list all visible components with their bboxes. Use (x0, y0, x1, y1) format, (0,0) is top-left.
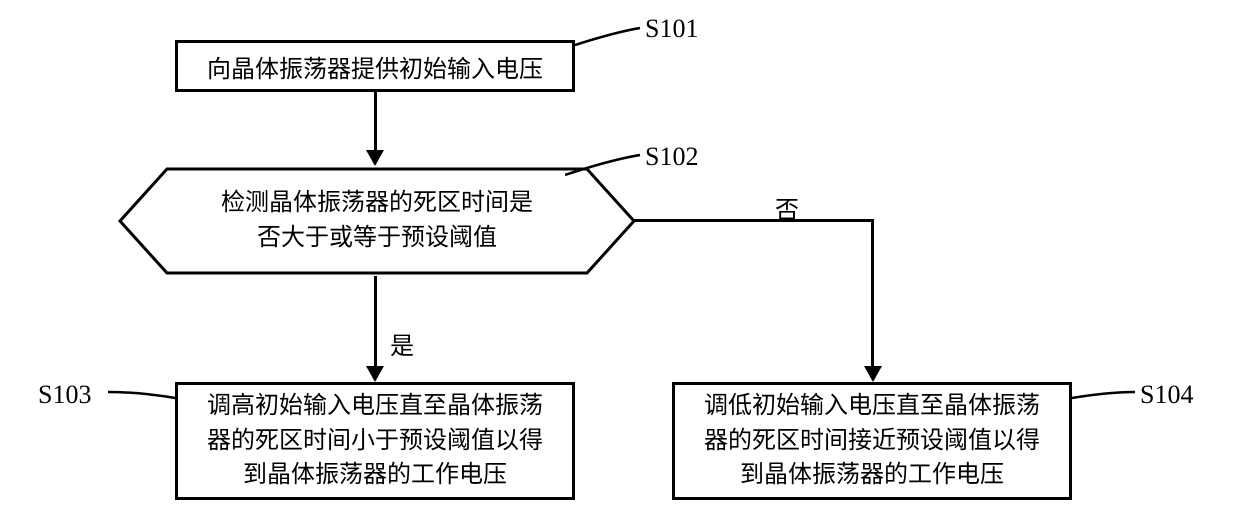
label-no: 否 (775, 190, 799, 225)
label-yes: 是 (390, 326, 414, 361)
leader-s101 (575, 24, 645, 50)
leader-s104 (1072, 386, 1140, 404)
node-s104-line3: 到晶体振荡器的工作电压 (704, 458, 1040, 493)
node-s103: 调高初始输入电压直至晶体振荡 器的死区时间小于预设阈值以得 到晶体振荡器的工作电… (175, 382, 575, 500)
edge-e1-line (374, 92, 377, 150)
step-label-s102: S102 (645, 142, 698, 172)
node-s102: 检测晶体振荡器的死区时间是 否大于或等于预设阈值 (117, 166, 637, 276)
node-s101: 向晶体振荡器提供初始输入电压 (175, 40, 575, 92)
node-s103-line3: 到晶体振荡器的工作电压 (207, 458, 543, 493)
node-s104-line1: 调低初始输入电压直至晶体振荡 (704, 389, 1040, 424)
node-s102-line1: 检测晶体振荡器的死区时间是 (221, 186, 533, 221)
flowchart-canvas: 向晶体振荡器提供初始输入电压 S101 检测晶体振荡器的死区时间是 否大于或等于… (0, 0, 1239, 532)
edge-e3-hline (634, 219, 874, 222)
node-s102-line2: 否大于或等于预设阈值 (221, 221, 533, 256)
node-s104-line2: 器的死区时间接近预设阈值以得 (704, 424, 1040, 459)
step-label-s104: S104 (1140, 380, 1193, 410)
leader-s103 (105, 386, 177, 404)
edge-e2-line (374, 276, 377, 366)
node-s104: 调低初始输入电压直至晶体振荡 器的死区时间接近预设阈值以得 到晶体振荡器的工作电… (672, 382, 1072, 500)
edge-e1-head (366, 150, 384, 166)
leader-s102 (565, 150, 645, 180)
node-s103-line2: 器的死区时间小于预设阈值以得 (207, 424, 543, 459)
node-s101-text: 向晶体振荡器提供初始输入电压 (207, 49, 543, 84)
node-s102-text: 检测晶体振荡器的死区时间是 否大于或等于预设阈值 (117, 166, 637, 276)
step-label-s101: S101 (645, 14, 698, 44)
edge-e3-head (864, 366, 882, 382)
node-s103-line1: 调高初始输入电压直至晶体振荡 (207, 389, 543, 424)
step-label-s103: S103 (38, 380, 91, 410)
edge-e3-vline (871, 219, 874, 366)
edge-e2-head (366, 366, 384, 382)
